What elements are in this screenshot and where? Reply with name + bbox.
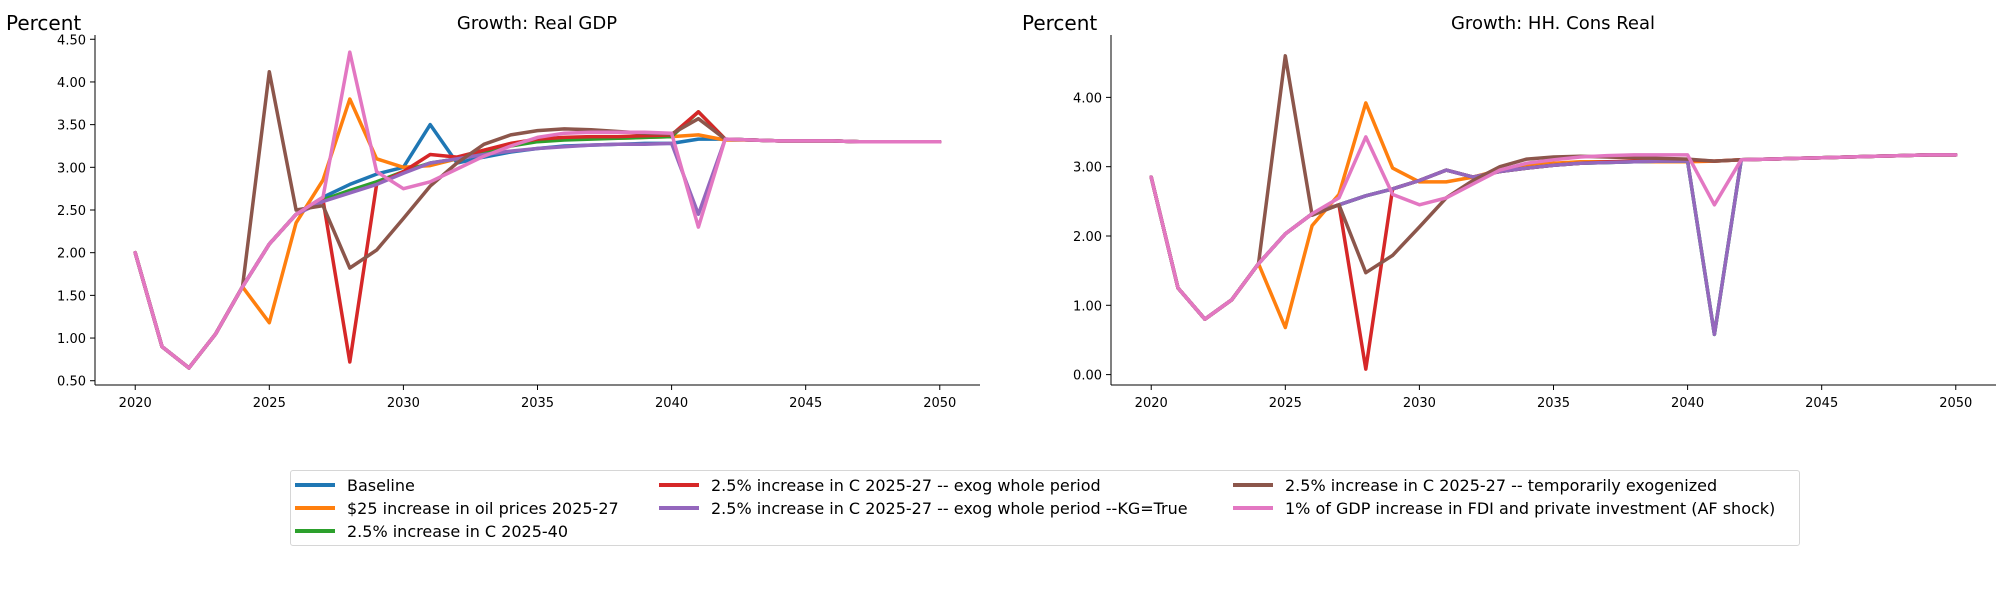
series-lines [1149,54,1958,371]
legend-item: 2.5% increase in C 2025-27 -- exog whole… [659,474,1101,496]
x-tick-label: 2025 [1269,396,1302,411]
series-line-7 [1149,135,1958,321]
legend-item: Baseline [295,474,415,496]
legend-label: Baseline [347,475,415,495]
y-tick-label: 3.00 [1073,161,1102,176]
x-tick-label: 2035 [1537,396,1570,411]
x-tick-label: 2040 [1671,396,1704,411]
series-line-6 [133,69,942,370]
legend-swatch [295,529,335,533]
y-tick-label: 0.00 [1073,369,1102,384]
legend-label: 2.5% increase in C 2025-27 -- temporaril… [1285,475,1718,495]
x-tick-label: 2035 [521,396,554,411]
legend-label: 2.5% increase in C 2025-27 -- exog whole… [711,475,1101,495]
chart-title: Growth: Real GDP [457,13,617,34]
x-tick-label: 2020 [119,396,152,411]
legend-item: $25 increase in oil prices 2025-27 [295,497,619,519]
chart-hh-cons-real: Percent Growth: HH. Cons Real 2020 2025 20… [1022,11,1996,411]
y-axis-label: Percent [6,11,81,35]
series-line-2 [1149,101,1958,330]
x-tick-label: 2045 [789,396,822,411]
series-line-6 [1149,54,1958,321]
y-tick-label: 2.50 [57,204,86,219]
legend-label: 2.5% increase in C 2025-40 [347,521,569,541]
axes: 2020 2025 2030 2035 2040 2045 2050 0.00 1.00 2.00… [1073,35,1996,411]
y-tick-label: 2.00 [1073,230,1102,245]
y-tick-label: 2.00 [57,247,86,262]
legend-label: 1% of GDP increase in FDI and private in… [1285,498,1776,518]
series-lines [133,50,942,370]
legend-swatch [295,506,335,510]
y-tick-label: 4.00 [57,76,86,91]
x-tick-label: 2030 [1403,396,1436,411]
x-tick-label: 2050 [923,396,956,411]
y-tick-label: 4.00 [1073,91,1102,106]
legend-item: 2.5% increase in C 2025-27 -- exog whole… [659,497,1188,519]
legend-label: 2.5% increase in C 2025-27 -- exog whole… [711,498,1188,518]
axes: 2020 2025 2030 2035 2040 2045 2050 0.50 1.00 1.50… [57,33,980,411]
series-line-5 [1149,153,1958,337]
legend-swatch [1233,483,1273,487]
legend-swatch [659,506,699,510]
x-tick-label: 2045 [1805,396,1838,411]
y-tick-label: 3.50 [57,119,86,134]
series-line-1 [1149,153,1958,337]
series-line-7 [133,50,942,370]
legend-item: 2.5% increase in C 2025-40 [295,520,568,542]
x-tick-label: 2040 [655,396,688,411]
y-tick-label: 0.50 [57,375,86,390]
series-line-4 [1149,153,1958,371]
x-tick-label: 2025 [253,396,286,411]
legend-swatch [295,483,335,487]
series-line-1 [133,122,942,370]
y-tick-label: 1.00 [57,332,86,347]
legend-label: $25 increase in oil prices 2025-27 [347,498,619,518]
chart-real-gdp: Percent Growth: Real GDP 2020 2025 2030 203… [6,11,980,411]
series-line-3 [1149,153,1958,337]
legend: Baseline $25 increase in oil prices 2025… [290,470,1800,546]
legend-swatch [1233,506,1273,510]
y-axis-label: Percent [1022,11,1097,35]
legend-item: 1% of GDP increase in FDI and private in… [1233,497,1775,519]
y-tick-label: 1.50 [57,289,86,304]
y-tick-label: 3.00 [57,161,86,176]
y-tick-label: 1.00 [1073,299,1102,314]
y-tick-label: 4.50 [57,33,86,48]
legend-swatch [659,483,699,487]
x-tick-label: 2030 [387,396,420,411]
x-tick-label: 2020 [1135,396,1168,411]
legend-item: 2.5% increase in C 2025-27 -- temporaril… [1233,474,1717,496]
x-tick-label: 2050 [1939,396,1972,411]
chart-title: Growth: HH. Cons Real [1451,13,1655,34]
